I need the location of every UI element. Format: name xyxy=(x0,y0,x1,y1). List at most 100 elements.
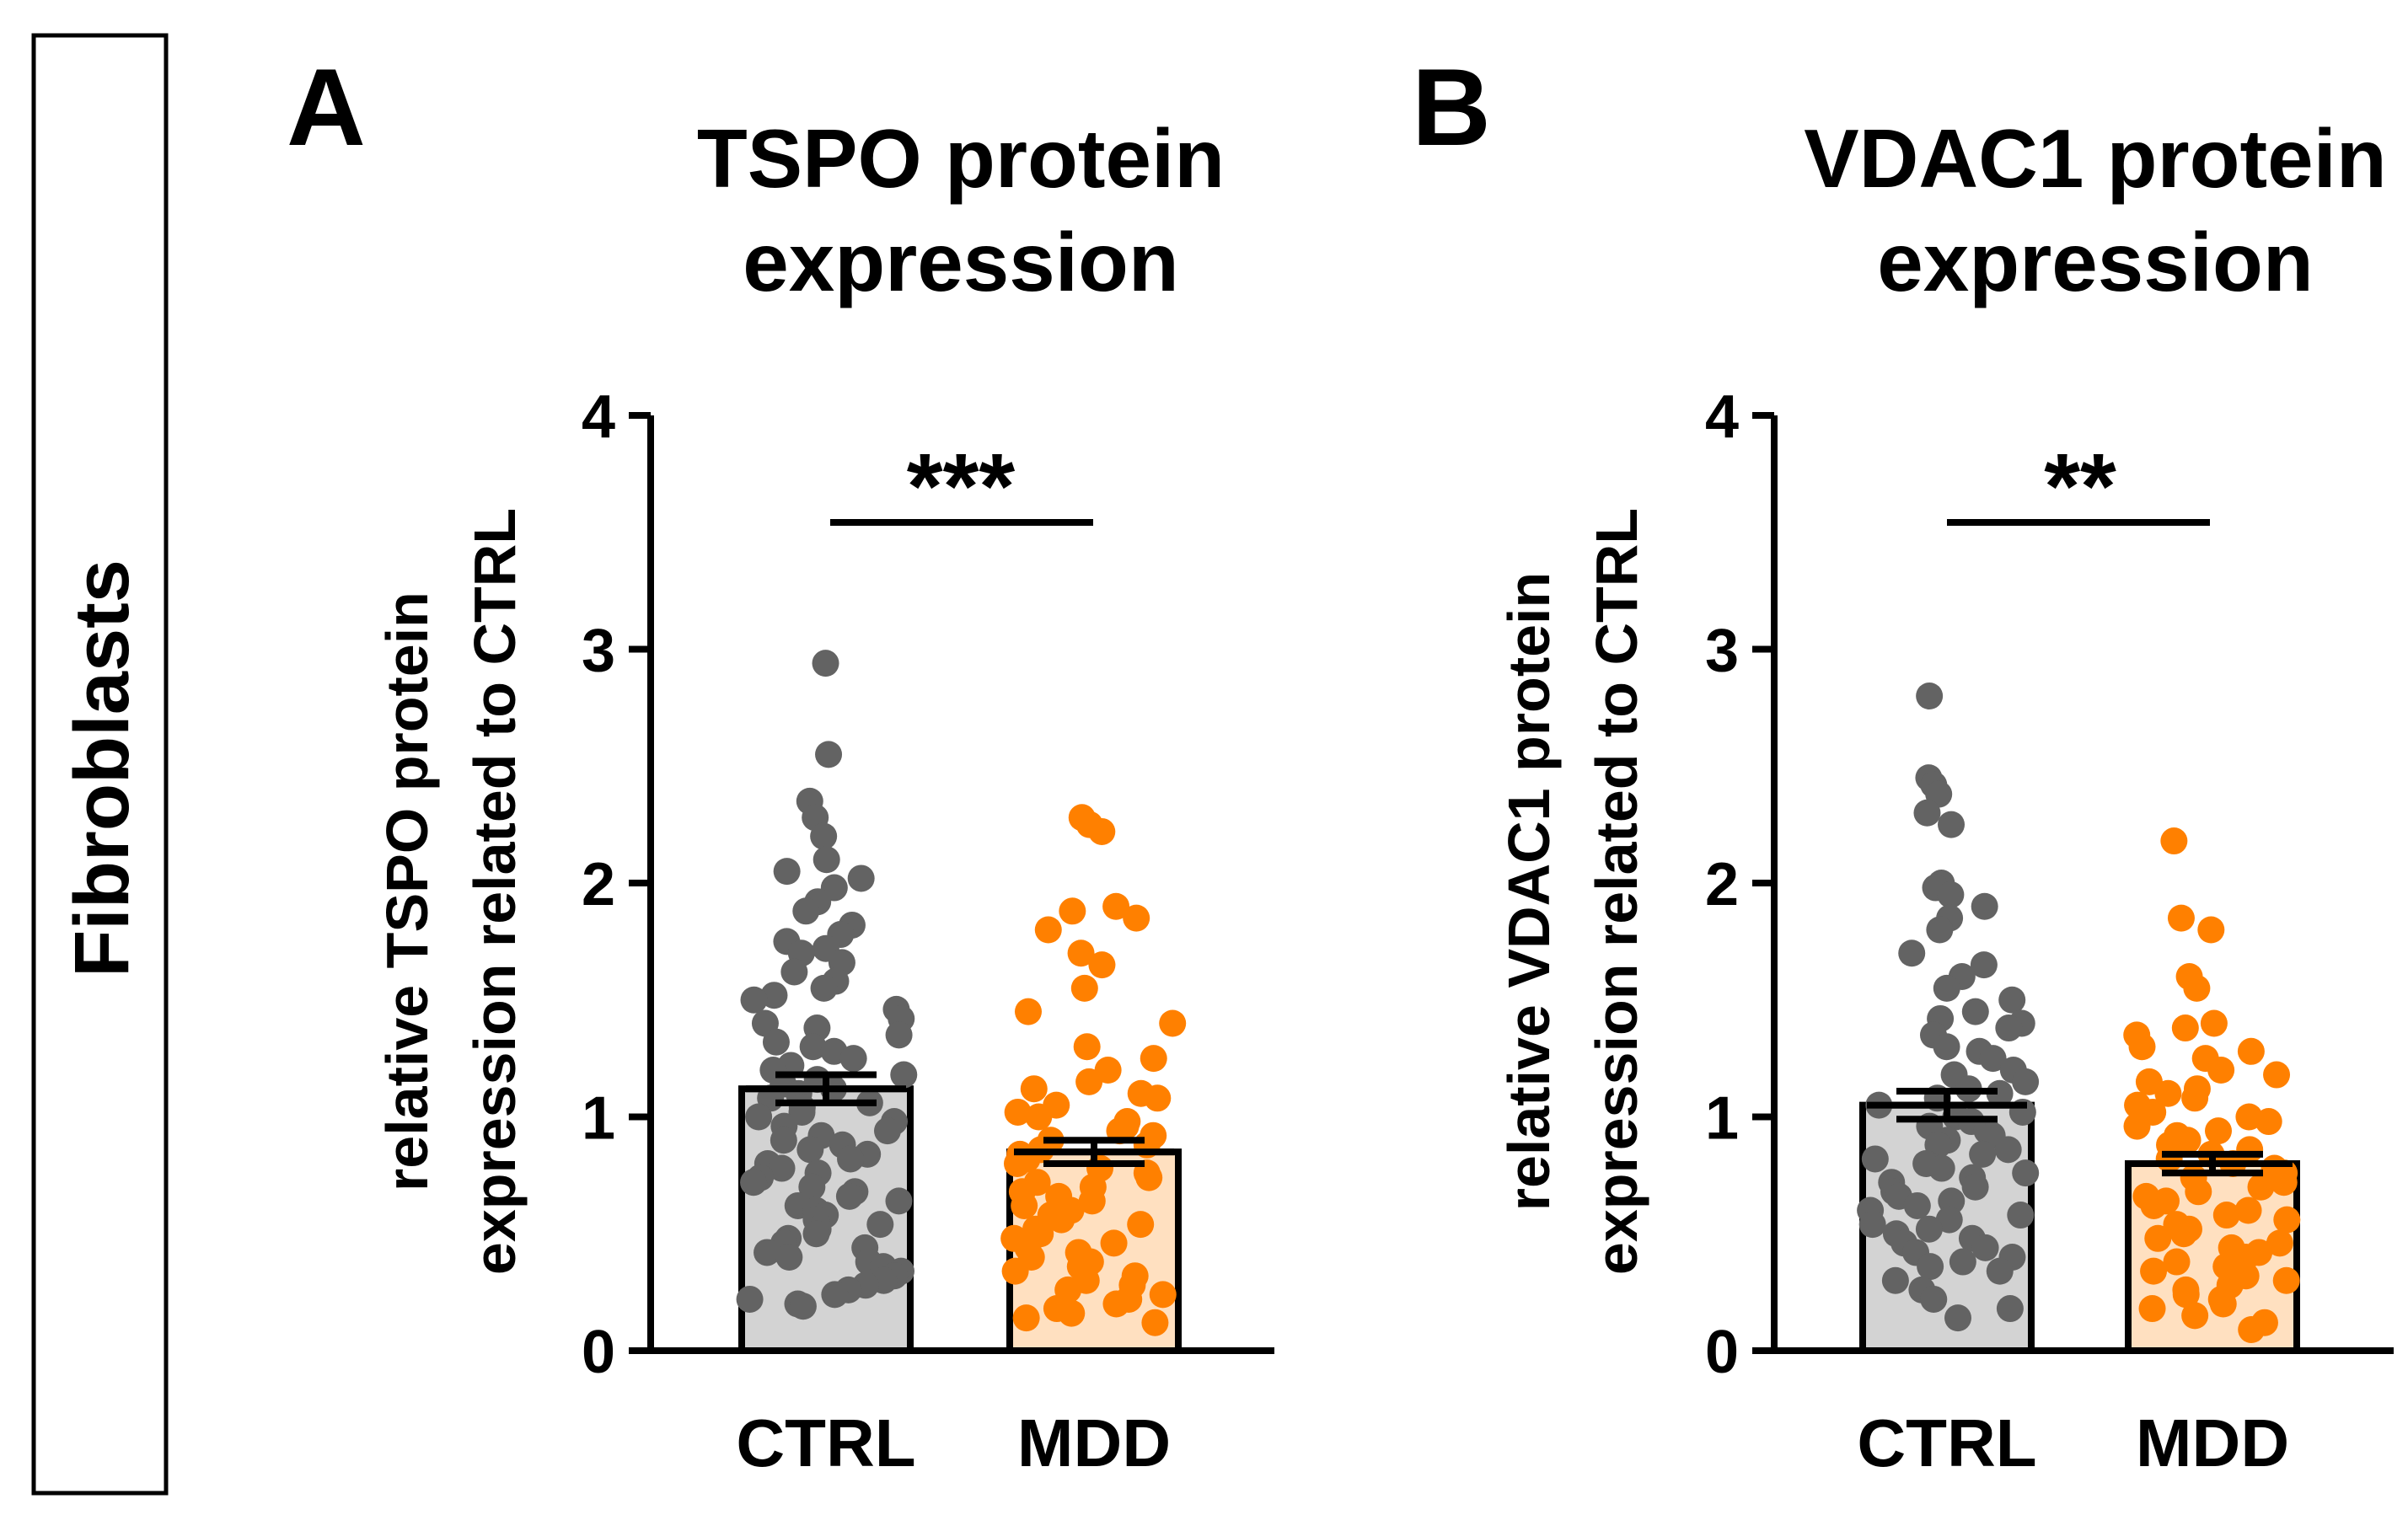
panel-b-point-ctrl xyxy=(1903,1191,1931,1219)
panel-b-point-ctrl xyxy=(1961,998,1989,1025)
panel-a-point-mdd xyxy=(1058,1299,1086,1327)
panel-a-point-mdd xyxy=(1123,904,1150,932)
panel-a-ytick-label: 2 xyxy=(582,851,615,918)
panel-b-point-ctrl xyxy=(1933,1033,1960,1061)
panel-b-point-mdd xyxy=(2140,1191,2168,1219)
panel-b-point-ctrl xyxy=(1971,892,1998,920)
panel-a-point-mdd xyxy=(1075,1068,1103,1095)
panel-b-point-ctrl xyxy=(1996,1295,2024,1323)
panel-b-ytick-label: 1 xyxy=(1705,1085,1739,1153)
panel-b-point-mdd xyxy=(2197,916,2225,944)
panel-a-point-mdd xyxy=(1020,1075,1048,1103)
panel-a-point-ctrl xyxy=(762,1028,790,1056)
panel-a-point-mdd xyxy=(1059,897,1086,925)
panel-a-point-mdd xyxy=(1011,1191,1038,1219)
panel-a-point-mdd xyxy=(1159,1009,1187,1037)
panel-a-point-ctrl xyxy=(812,650,839,677)
panel-b-ytick-label: 0 xyxy=(1705,1319,1739,1386)
panel-b-point-ctrl xyxy=(2012,1068,2040,1095)
panel-a-point-mdd xyxy=(1001,1257,1029,1285)
panel-a-point-mdd xyxy=(1014,998,1042,1025)
panel-b-point-mdd xyxy=(2212,1202,2240,1229)
panel-b-point-ctrl xyxy=(2012,1159,2040,1187)
panel-a-point-mdd xyxy=(1073,1033,1101,1061)
panel-b-letter: B xyxy=(1412,46,1491,169)
panel-a-point-mdd xyxy=(1034,916,1062,944)
panel-b-point-ctrl xyxy=(1861,1145,1889,1173)
panel-a-point-ctrl xyxy=(810,822,838,850)
panel-b-point-mdd xyxy=(2123,1112,2151,1140)
panel-b-point-ctrl xyxy=(1944,1304,1971,1332)
panel-b-ytick-label: 3 xyxy=(1705,618,1739,685)
panel-a-point-ctrl xyxy=(745,1103,773,1131)
panel-a-point-mdd xyxy=(1100,1229,1128,1257)
panel-a-point-ctrl xyxy=(760,982,788,1009)
panel-b-point-mdd xyxy=(2181,1084,2209,1112)
panel-a-point-mdd xyxy=(1149,1281,1177,1309)
panel-b-ytick-label: 2 xyxy=(1705,851,1739,918)
panel-b-point-mdd xyxy=(2255,1108,2282,1136)
panel-a-point-mdd xyxy=(1135,1164,1163,1191)
panel-a-title-line1: TSPO protein xyxy=(697,112,1225,205)
panel-b-point-ctrl xyxy=(1970,951,1998,979)
panel-b-ytick-label: 4 xyxy=(1705,383,1739,451)
panel-b-point-mdd xyxy=(2138,1295,2166,1323)
panel-b-point-mdd xyxy=(2263,1061,2291,1089)
panel-a-ylabel-line2: expression related to CTRL xyxy=(462,508,528,1275)
panel-a-point-mdd xyxy=(1088,951,1116,979)
panel-a-point-ctrl xyxy=(885,1021,913,1049)
panel-b-point-ctrl xyxy=(1926,916,1954,944)
panel-a-point-ctrl xyxy=(815,741,843,768)
panel-b-point-ctrl xyxy=(1898,939,1926,967)
panel-b-point-mdd xyxy=(2185,1178,2212,1206)
panel-b-point-mdd xyxy=(2144,1224,2172,1252)
panel-a-plot: 0 1 2 3 4 CTRL MDD xyxy=(582,383,1274,1480)
panel-a-point-mdd xyxy=(1088,817,1116,845)
panel-a-ytick-label: 4 xyxy=(582,383,615,451)
panel-a-point-mdd xyxy=(1141,1309,1169,1336)
panel-a-point-ctrl xyxy=(812,846,840,874)
panel-a-point-ctrl xyxy=(736,1285,764,1313)
panel-a-point-mdd xyxy=(1102,892,1130,920)
panel-a-category-label-mdd: MDD xyxy=(1017,1405,1171,1480)
side-label: Fibroblasts xyxy=(59,559,145,977)
panel-b-point-ctrl xyxy=(1917,1253,1944,1281)
panel-a-point-mdd xyxy=(1070,974,1098,1002)
panel-a-point-ctrl xyxy=(792,897,820,925)
panel-b-point-mdd xyxy=(2209,1290,2237,1318)
panel-b-point-ctrl xyxy=(1916,683,1944,709)
panel-a-point-ctrl xyxy=(866,1211,894,1239)
panel-a-point-ctrl xyxy=(740,986,768,1014)
panel-b-point-ctrl xyxy=(1994,1136,2022,1164)
panel-a-point-ctrl xyxy=(799,1033,827,1061)
panel-b-point-ctrl xyxy=(1995,1014,2023,1042)
panel-b-point-mdd xyxy=(2183,974,2211,1002)
panel-a-point-ctrl xyxy=(847,865,875,892)
panel-b-point-ctrl xyxy=(1986,1079,2014,1107)
panel-b-point-mdd xyxy=(2270,1169,2298,1196)
panel-b-point-mdd xyxy=(2160,827,2188,855)
panel-a-point-ctrl xyxy=(740,1169,768,1196)
panel-b-point-ctrl xyxy=(1915,1215,1943,1243)
panel-a-point-ctrl xyxy=(890,1061,918,1089)
panel-a-point-mdd xyxy=(1012,1304,1040,1332)
panel-a-point-ctrl xyxy=(770,1127,797,1154)
panel-b-category-label-ctrl: CTRL xyxy=(1857,1405,2036,1480)
panel-a-ytick-label: 1 xyxy=(582,1085,615,1153)
panel-a-title-line2: expression xyxy=(743,216,1178,308)
panel-b-point-mdd xyxy=(2247,1173,2275,1201)
panel-a-point-mdd xyxy=(1078,1187,1106,1215)
panel-a-point-ctrl xyxy=(802,1220,830,1248)
panel-b-point-ctrl xyxy=(1935,1206,1963,1234)
panel-a-ylabel-line1: relative TSPO protein xyxy=(374,592,440,1191)
panel-a-point-ctrl xyxy=(873,1117,901,1145)
panel-b-title-line2: expression xyxy=(1877,216,2313,308)
panel-b-point-mdd xyxy=(2237,1037,2265,1065)
panel-b-category-label-mdd: MDD xyxy=(2136,1405,2289,1480)
panel-b-point-mdd xyxy=(2171,1014,2199,1042)
panel-a-point-ctrl xyxy=(773,858,801,886)
panel-b-point-ctrl xyxy=(1971,1234,1999,1261)
panel-a-ytick-label: 0 xyxy=(582,1319,615,1386)
panel-b-point-mdd xyxy=(2181,1302,2209,1330)
